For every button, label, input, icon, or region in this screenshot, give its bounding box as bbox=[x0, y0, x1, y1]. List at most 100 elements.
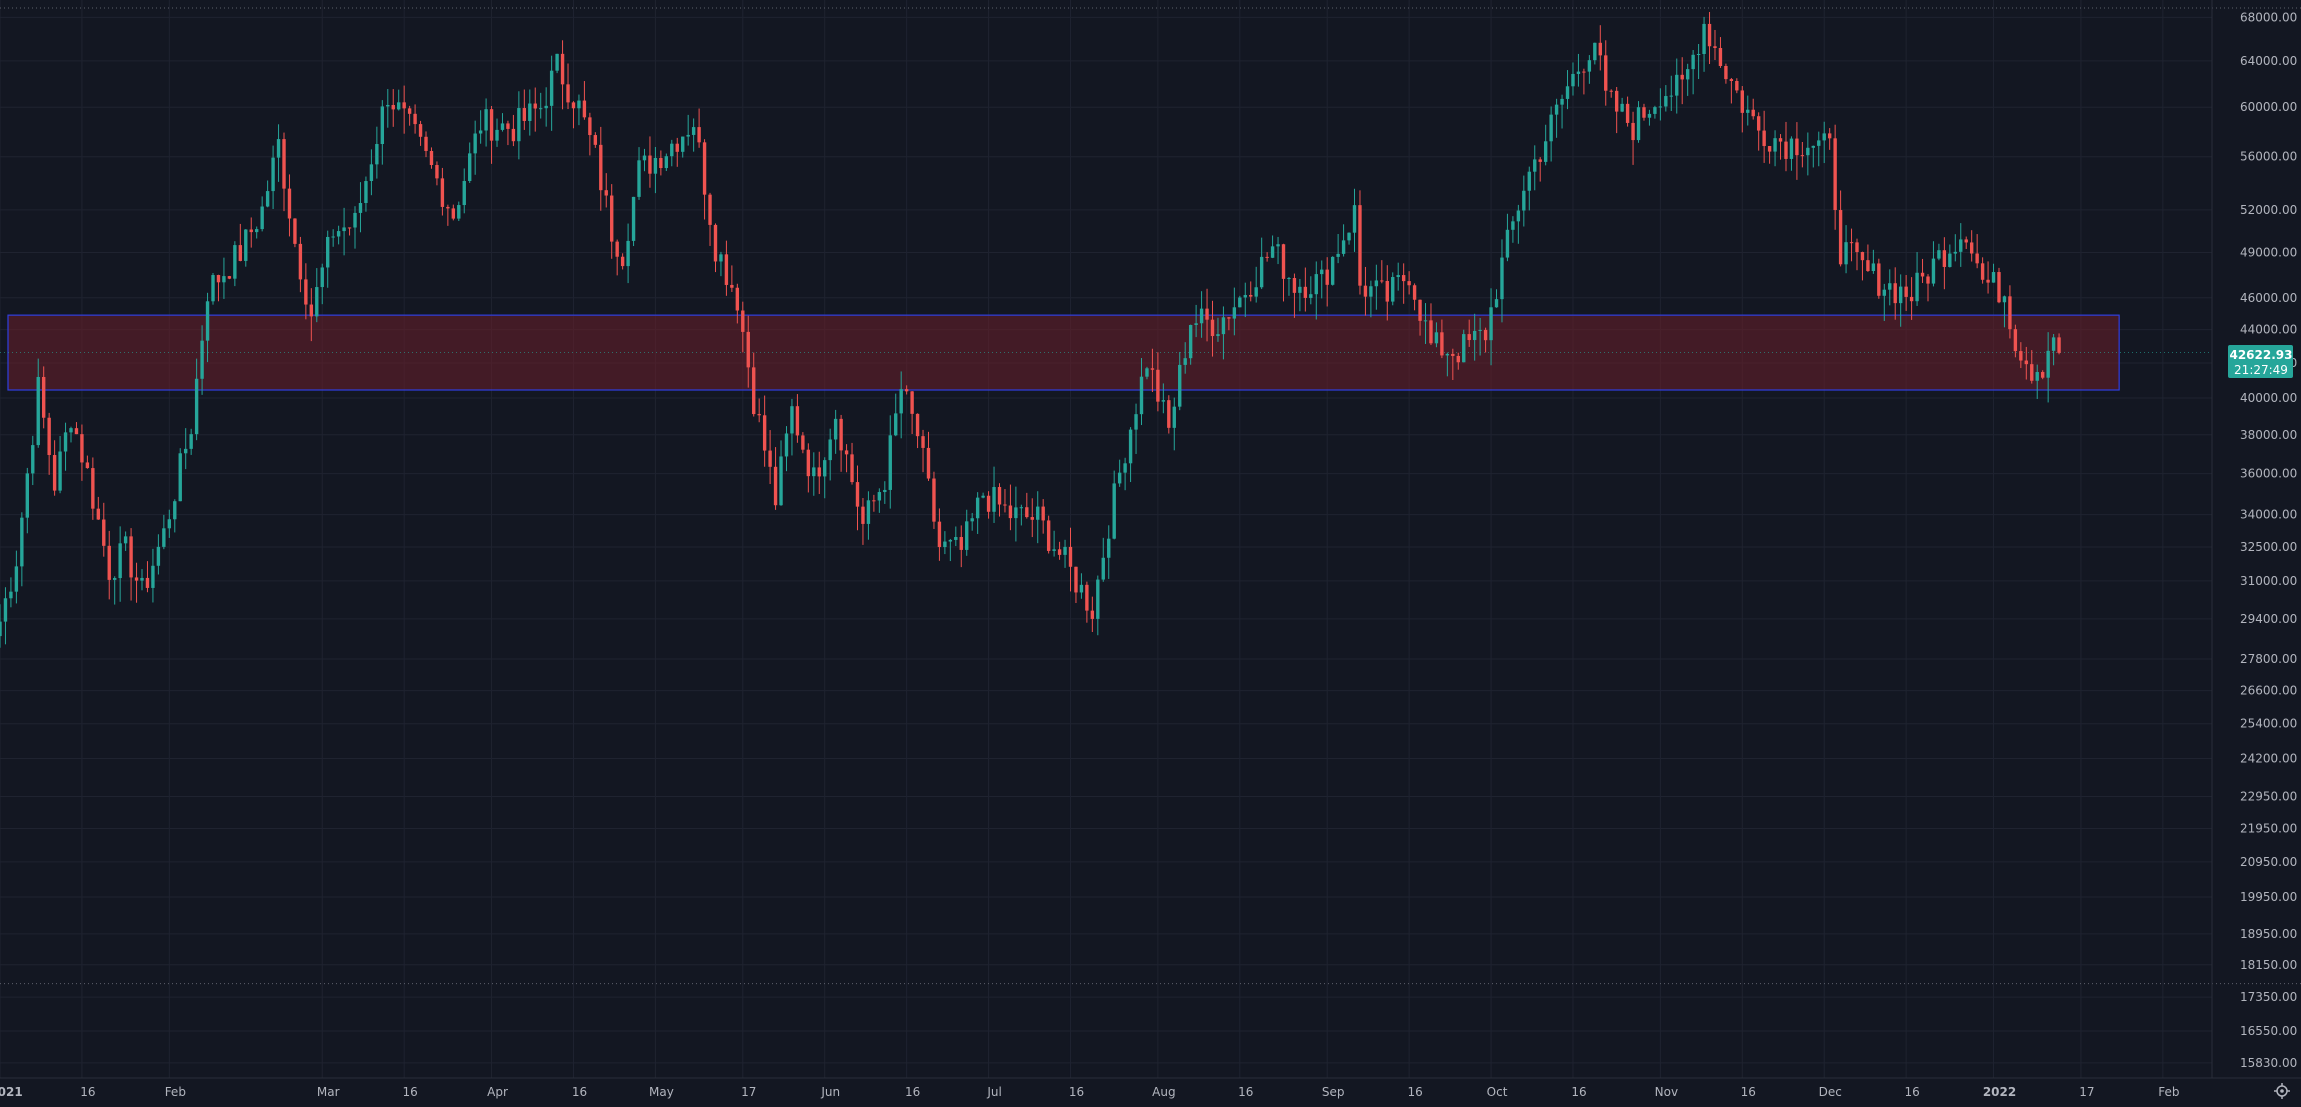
candle bbox=[899, 371, 903, 439]
candle bbox=[1238, 295, 1242, 308]
candle bbox=[1014, 486, 1018, 542]
candle bbox=[653, 146, 658, 194]
candle bbox=[1691, 50, 1695, 95]
candle bbox=[1991, 263, 1996, 283]
candle bbox=[937, 508, 942, 561]
candle-body bbox=[1314, 274, 1318, 295]
date-tick-label: May bbox=[649, 1085, 674, 1099]
candle-body bbox=[1866, 260, 1870, 271]
price-tick-label: 18950.00 bbox=[2240, 927, 2297, 941]
candle bbox=[1243, 282, 1247, 318]
candle bbox=[560, 40, 565, 110]
candle bbox=[872, 494, 876, 512]
candle bbox=[2002, 295, 2007, 328]
candle-body bbox=[1030, 517, 1034, 520]
candle bbox=[1156, 352, 1160, 412]
candle-body bbox=[489, 109, 494, 141]
candle-body bbox=[386, 104, 390, 107]
candle-body bbox=[937, 521, 942, 548]
candle-body bbox=[757, 414, 761, 416]
candle-body bbox=[1270, 246, 1275, 258]
dotted-levels bbox=[0, 7, 2301, 985]
candle bbox=[604, 173, 608, 208]
candle-body bbox=[1167, 400, 1171, 428]
candle bbox=[1369, 280, 1373, 318]
candle-body bbox=[1363, 285, 1368, 297]
candle bbox=[1030, 498, 1034, 538]
candle-body bbox=[249, 229, 253, 233]
candle-body bbox=[883, 489, 887, 493]
price-axis[interactable]: 68000.00 64000.00 60000.00 56000.00 52000.00… bbox=[2211, 0, 2297, 1078]
candle bbox=[539, 92, 543, 119]
candle bbox=[904, 385, 909, 395]
candle bbox=[1582, 68, 1586, 95]
candle-body bbox=[1101, 557, 1105, 580]
candle-body bbox=[151, 565, 155, 588]
candle bbox=[1500, 239, 1504, 323]
candle bbox=[69, 426, 73, 443]
candle bbox=[768, 430, 772, 485]
candle-body bbox=[943, 541, 947, 548]
candle bbox=[113, 576, 117, 605]
candle-body bbox=[1276, 244, 1280, 247]
candle bbox=[1647, 109, 1652, 126]
candle-body bbox=[1877, 263, 1881, 296]
candle bbox=[888, 415, 892, 509]
candle bbox=[238, 223, 243, 262]
candle-body bbox=[1079, 584, 1084, 593]
candle-body bbox=[1614, 90, 1619, 112]
candle-body bbox=[1320, 269, 1324, 275]
countdown-label: 21:27:49 bbox=[2234, 363, 2288, 377]
candle bbox=[1003, 489, 1007, 513]
candle-body bbox=[1494, 299, 1499, 308]
candle-body bbox=[74, 428, 79, 435]
price-tick-label: 40000.00 bbox=[2240, 391, 2297, 405]
candle bbox=[140, 569, 144, 591]
gear-icon[interactable] bbox=[2274, 1083, 2290, 1099]
candle-body bbox=[473, 133, 477, 154]
candle-body bbox=[1418, 299, 1422, 321]
candle-body bbox=[413, 113, 417, 125]
candle-body bbox=[768, 450, 772, 467]
candle-body bbox=[31, 445, 35, 474]
candle bbox=[260, 196, 264, 232]
support-zone bbox=[7, 314, 2120, 391]
candle bbox=[315, 268, 319, 323]
candle-body bbox=[1642, 107, 1646, 118]
candle-body bbox=[1462, 334, 1466, 363]
candle-body bbox=[1172, 406, 1176, 428]
candle-body bbox=[566, 84, 570, 103]
candle-body bbox=[713, 224, 718, 262]
candle bbox=[1909, 277, 1914, 320]
candle-body bbox=[746, 331, 750, 368]
candle bbox=[861, 498, 865, 545]
candle bbox=[1101, 537, 1105, 582]
candle bbox=[817, 451, 821, 494]
candle-body bbox=[1188, 324, 1193, 359]
candle-body bbox=[653, 157, 658, 174]
candle bbox=[1440, 319, 1444, 359]
candle bbox=[167, 509, 172, 538]
candle bbox=[1462, 329, 1466, 363]
support-zone-layer[interactable] bbox=[7, 314, 2120, 391]
candle bbox=[1860, 251, 1865, 281]
candle bbox=[304, 263, 308, 320]
date-tick-label: Mar bbox=[317, 1085, 340, 1099]
candle bbox=[31, 435, 35, 486]
candle-body bbox=[1205, 308, 1209, 320]
candle bbox=[1259, 237, 1264, 290]
candle-body bbox=[276, 139, 281, 158]
candle bbox=[926, 431, 931, 481]
time-axis[interactable]: 2021 16 Feb Mar 16 Apr 16 May 17 Jun 16 Jul 16 Aug 16 S… bbox=[0, 1077, 2301, 1099]
candle bbox=[468, 142, 472, 183]
candle-body bbox=[435, 165, 439, 179]
candle bbox=[1685, 63, 1690, 96]
candle-body bbox=[1789, 138, 1794, 159]
candle-body bbox=[500, 123, 505, 130]
candle-body bbox=[1587, 60, 1592, 72]
candle bbox=[1849, 228, 1854, 262]
candle bbox=[123, 531, 128, 551]
candle bbox=[233, 241, 237, 287]
